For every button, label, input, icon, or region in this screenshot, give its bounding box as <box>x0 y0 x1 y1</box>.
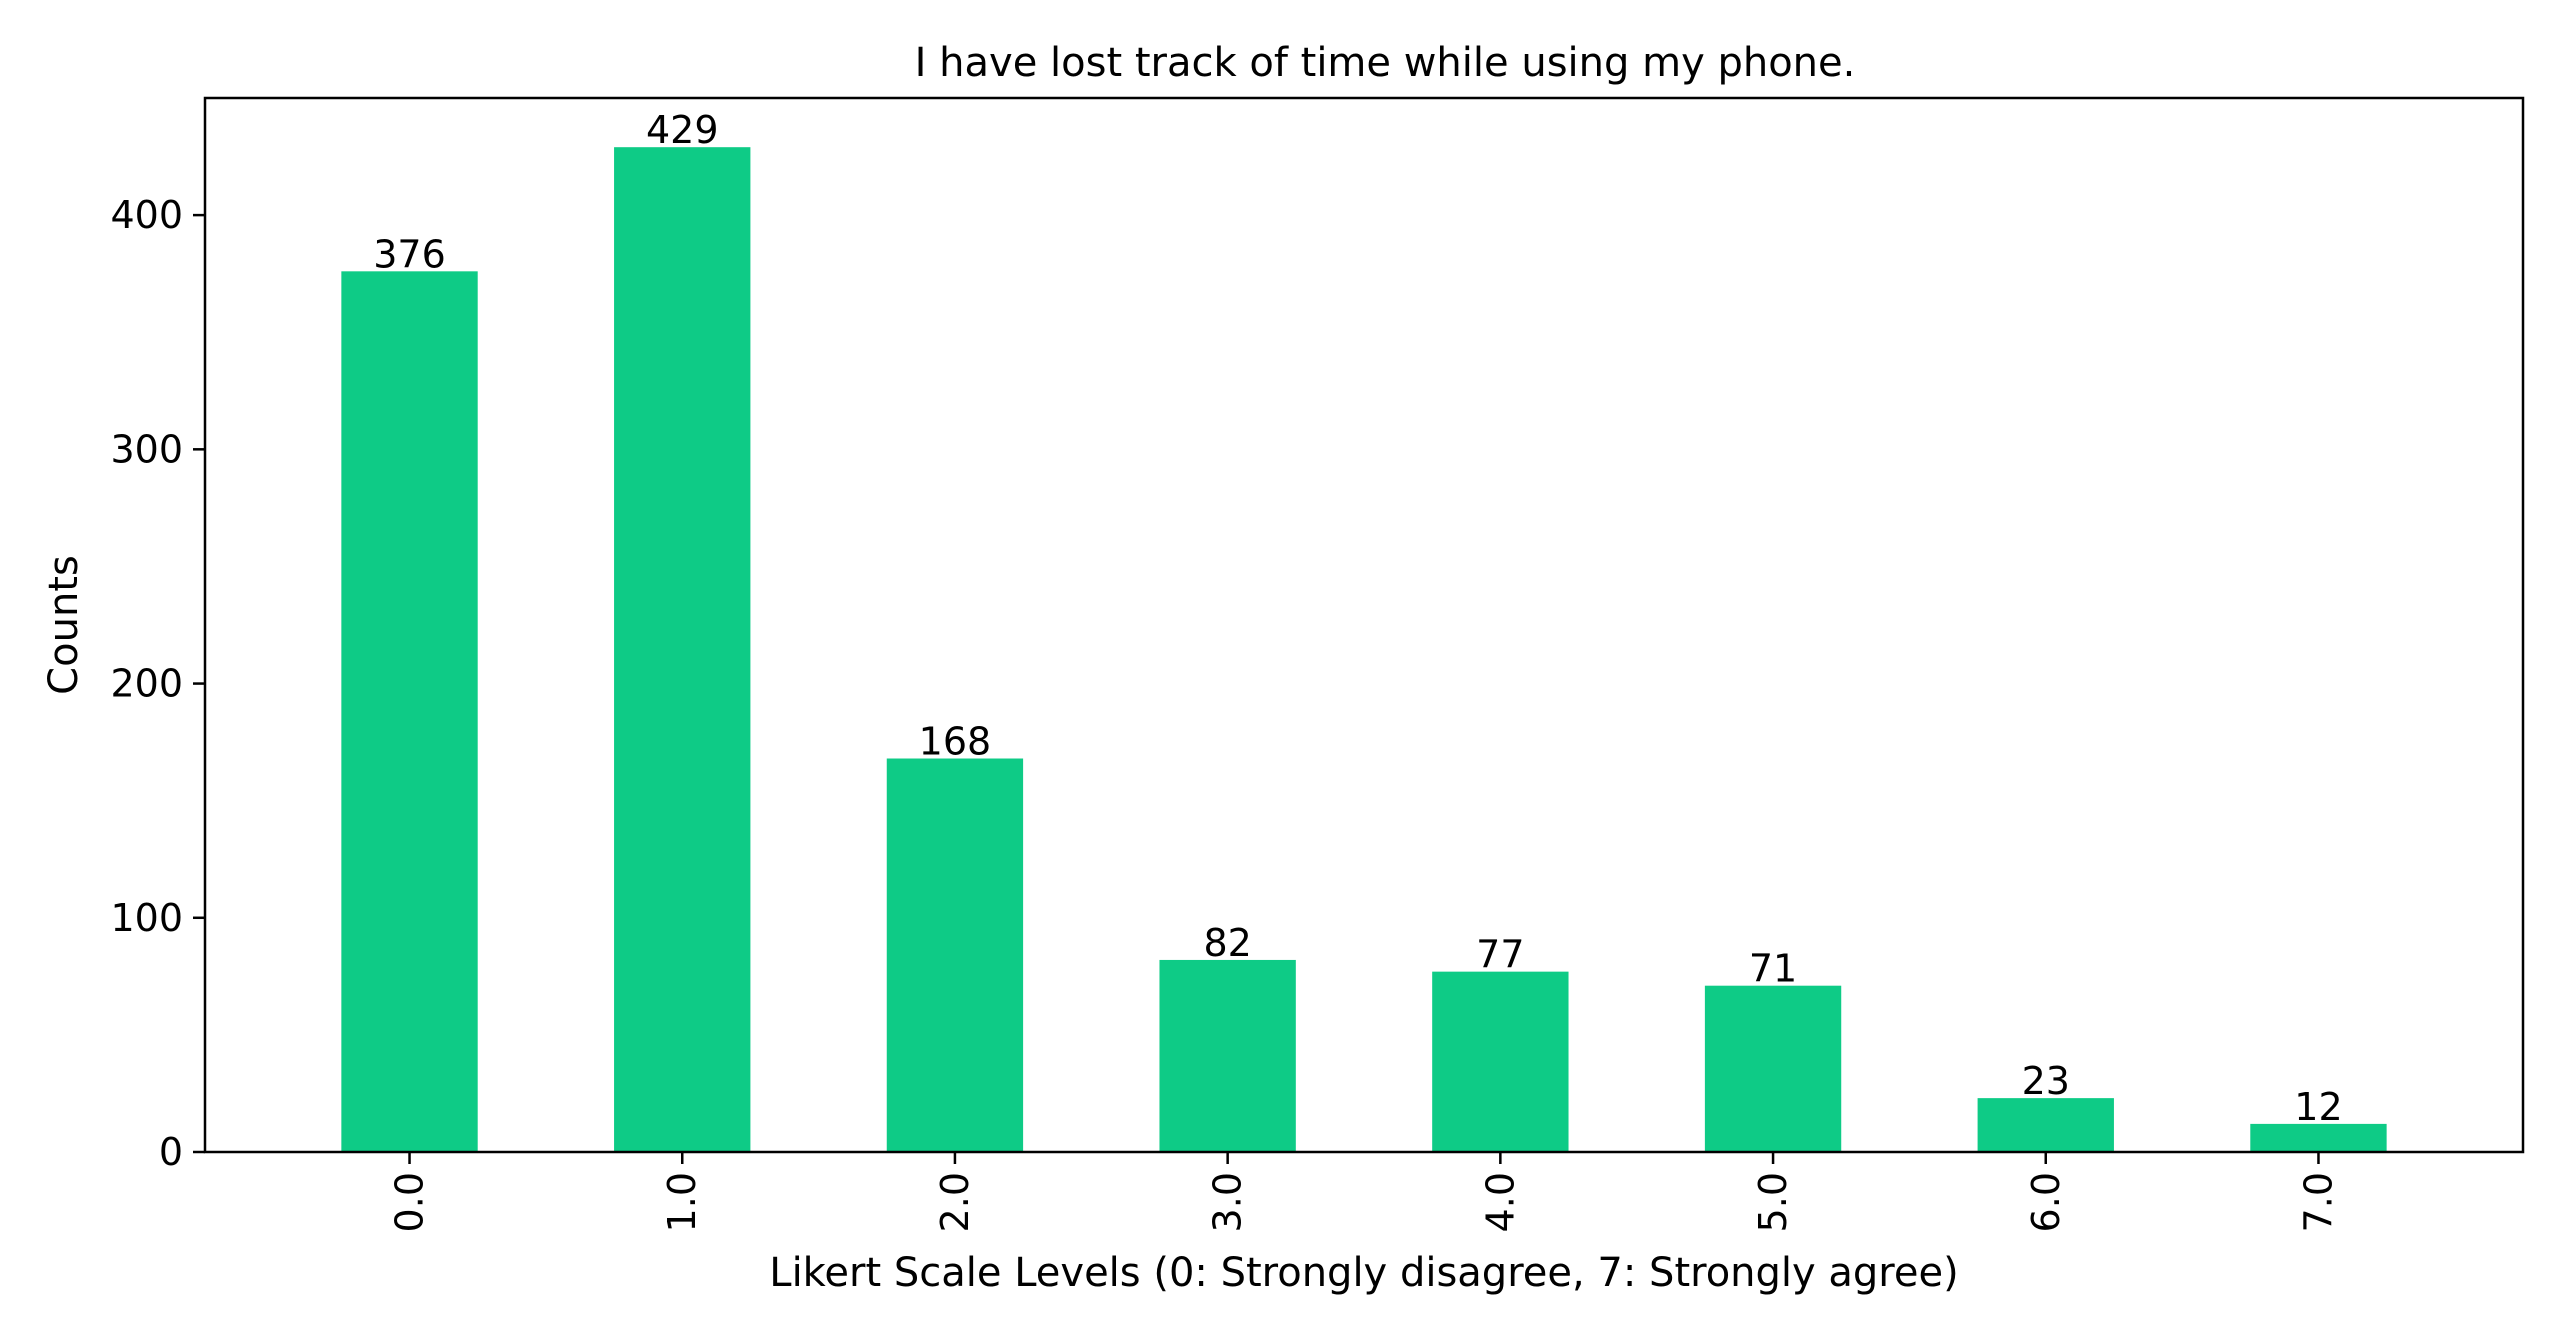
x-tick-label: 3.0 <box>1206 1172 1250 1232</box>
data-label-1.0: 429 <box>646 108 719 152</box>
bar-7.0 <box>2250 1123 2387 1152</box>
y-tick-label: 400 <box>110 193 183 237</box>
bar-6.0 <box>1977 1098 2114 1152</box>
data-label-4.0: 77 <box>1476 933 1524 977</box>
x-tick-label: 0.0 <box>388 1172 432 1232</box>
x-tick-label: 5.0 <box>1751 1172 1795 1232</box>
y-axis-ticks: 0 100 200 300 400 <box>110 193 205 1174</box>
data-label-2.0: 168 <box>919 720 992 764</box>
bar-3.0 <box>1159 959 1296 1152</box>
bar-2.0 <box>886 758 1024 1152</box>
data-labels: 376 429 168 82 77 71 23 12 <box>373 108 2342 1129</box>
y-tick-label: 0 <box>159 1130 183 1174</box>
x-axis-label: Likert Scale Levels (0: Strongly disagre… <box>769 1250 1958 1296</box>
data-label-3.0: 82 <box>1203 921 1251 965</box>
data-label-5.0: 71 <box>1749 947 1797 991</box>
y-tick-label: 300 <box>110 427 183 471</box>
chart-title: I have lost track of time while using my… <box>915 40 1856 86</box>
y-tick-label: 100 <box>110 896 183 940</box>
bar-1.0 <box>614 147 751 1152</box>
bar-5.0 <box>1704 985 1842 1152</box>
bar-0.0 <box>341 271 478 1152</box>
bar-4.0 <box>1432 971 1569 1152</box>
x-tick-label: 6.0 <box>2024 1172 2068 1232</box>
data-label-7.0: 12 <box>2294 1085 2342 1129</box>
bars <box>341 147 2387 1152</box>
x-axis-ticks: 0.0 1.0 2.0 3.0 4.0 5.0 6.0 7.0 <box>388 1152 2340 1232</box>
x-tick-label: 2.0 <box>933 1172 977 1232</box>
data-label-6.0: 23 <box>2022 1059 2070 1103</box>
x-tick-label: 7.0 <box>2296 1172 2340 1232</box>
y-tick-label: 200 <box>110 662 183 706</box>
y-axis-label: Counts <box>41 555 87 695</box>
data-label-0.0: 376 <box>373 232 446 276</box>
x-tick-label: 1.0 <box>660 1172 704 1232</box>
plot-frame <box>203 96 2525 1154</box>
x-tick-label: 4.0 <box>1478 1172 1522 1232</box>
